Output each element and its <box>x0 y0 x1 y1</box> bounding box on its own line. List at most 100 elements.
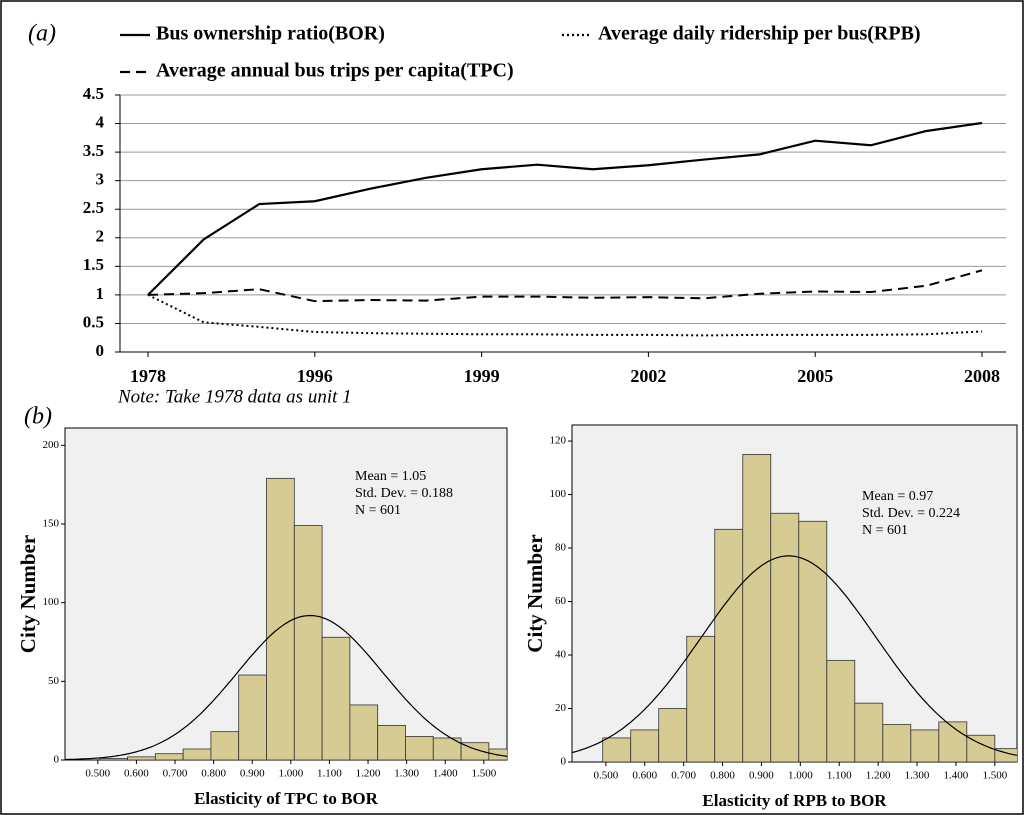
x-tick-label: 1.500 <box>471 768 496 780</box>
x-tick-label: 1.000 <box>278 768 303 780</box>
x-tick-label: 1.000 <box>788 770 813 782</box>
stat-annotation: Mean = 1.05 <box>355 469 426 484</box>
x-tick-label: 1.200 <box>356 768 381 780</box>
x-tick-label: 1.300 <box>394 768 419 780</box>
y-tick-label: 50 <box>48 675 60 687</box>
x-tick-label: 0.900 <box>240 768 265 780</box>
y-tick-label: 20 <box>555 702 567 714</box>
y-tick-label: 40 <box>555 649 567 661</box>
x-tick-label: 1.300 <box>905 770 930 782</box>
y-tick-label: 2 <box>96 227 105 246</box>
x-tick-label: 1.500 <box>982 770 1007 782</box>
bar <box>377 724 406 760</box>
bars <box>572 454 1017 762</box>
x-tick-label: 0.700 <box>163 768 188 780</box>
series-line <box>147 269 983 303</box>
y-tick-label: 3 <box>96 170 105 189</box>
stat-annotation: Std. Dev. = 0.188 <box>355 486 453 501</box>
x-tick-label: 0.700 <box>671 770 696 782</box>
bar <box>826 659 856 762</box>
series-line <box>147 121 983 296</box>
legend-label: Average daily ridership per bus(RPB) <box>598 23 921 45</box>
normal-curve <box>65 614 507 760</box>
panel-label: (a) <box>28 21 56 47</box>
note: Note: Take 1978 data as unit 1 <box>117 386 352 407</box>
y-tick-label: 100 <box>43 596 60 608</box>
y-tick-label: 0 <box>561 756 567 768</box>
x-tick-label: 1.400 <box>944 770 969 782</box>
x-tick-label: 2008 <box>964 366 1000 386</box>
x-axis-title: Elasticity of TPC to BOR <box>194 789 379 808</box>
y-tick-label: 0 <box>54 754 60 766</box>
y-tick-label: 4.5 <box>83 84 104 103</box>
y-tick-label: 4 <box>96 112 105 131</box>
series-line <box>147 293 983 337</box>
stat-annotation: N = 601 <box>355 503 401 518</box>
x-tick-label: 1.200 <box>866 770 891 782</box>
bar <box>127 756 156 760</box>
x-tick-label: 2005 <box>797 366 833 386</box>
bar <box>994 748 1017 762</box>
x-tick-label: 0.800 <box>710 770 735 782</box>
bar <box>210 731 240 760</box>
x-tick-label: 1999 <box>464 366 500 386</box>
stat-annotation: N = 601 <box>862 523 908 538</box>
stat-annotation: Mean = 0.97 <box>862 489 933 504</box>
y-tick-label: 120 <box>550 435 567 447</box>
x-axis-title: Elasticity of RPB to BOR <box>702 791 887 810</box>
bar <box>770 512 800 762</box>
x-tick-label: 1.400 <box>433 768 458 780</box>
bar <box>405 735 434 760</box>
bar <box>686 635 716 762</box>
y-axis-title: City Number <box>523 534 547 652</box>
y-tick-label: 1 <box>96 284 105 303</box>
x-tick-label: 1978 <box>130 366 166 386</box>
x-tick-label: 0.600 <box>124 768 149 780</box>
bar <box>798 520 828 762</box>
bar <box>154 753 184 760</box>
bar <box>630 729 660 762</box>
x-tick-label: 0.500 <box>85 768 110 780</box>
bar <box>238 674 267 760</box>
y-tick-label: 80 <box>555 542 567 554</box>
bars <box>65 477 507 760</box>
stat-annotation: Std. Dev. = 0.224 <box>862 506 960 521</box>
y-tick-label: 100 <box>550 488 567 500</box>
y-tick-label: 3.5 <box>83 141 104 160</box>
bar <box>99 758 128 760</box>
x-tick-label: 0.600 <box>632 770 657 782</box>
y-tick-label: 0 <box>96 341 105 360</box>
x-tick-label: 0.900 <box>749 770 774 782</box>
y-axis-title: City Number <box>16 535 40 653</box>
bar <box>182 748 212 760</box>
x-tick-label: 1.100 <box>317 768 342 780</box>
y-tick-label: 2.5 <box>83 198 104 217</box>
bar <box>266 477 295 760</box>
y-tick-label: 1.5 <box>83 255 104 274</box>
bar <box>293 525 323 760</box>
bar <box>602 737 632 762</box>
legend-label: Average annual bus trips per capita(TPC) <box>156 60 514 82</box>
y-tick-label: 0.5 <box>83 312 104 331</box>
y-tick-label: 200 <box>43 439 60 451</box>
bar <box>742 454 772 762</box>
x-tick-label: 1996 <box>297 366 333 386</box>
bar <box>714 528 744 762</box>
x-tick-label: 2002 <box>630 366 666 386</box>
legend-label: Bus ownership ratio(BOR) <box>156 23 385 45</box>
normal-curve <box>572 555 1017 756</box>
bar <box>658 708 688 762</box>
bar <box>321 636 351 760</box>
x-tick-label: 0.800 <box>201 768 226 780</box>
panel-label: (b) <box>24 404 52 430</box>
x-tick-label: 0.500 <box>593 770 618 782</box>
y-tick-label: 150 <box>43 518 60 530</box>
bar <box>349 704 379 760</box>
x-tick-label: 1.100 <box>827 770 852 782</box>
bar <box>882 724 912 762</box>
y-tick-label: 60 <box>555 595 567 607</box>
bar <box>910 729 940 762</box>
bar <box>854 702 884 762</box>
bar <box>938 721 968 762</box>
